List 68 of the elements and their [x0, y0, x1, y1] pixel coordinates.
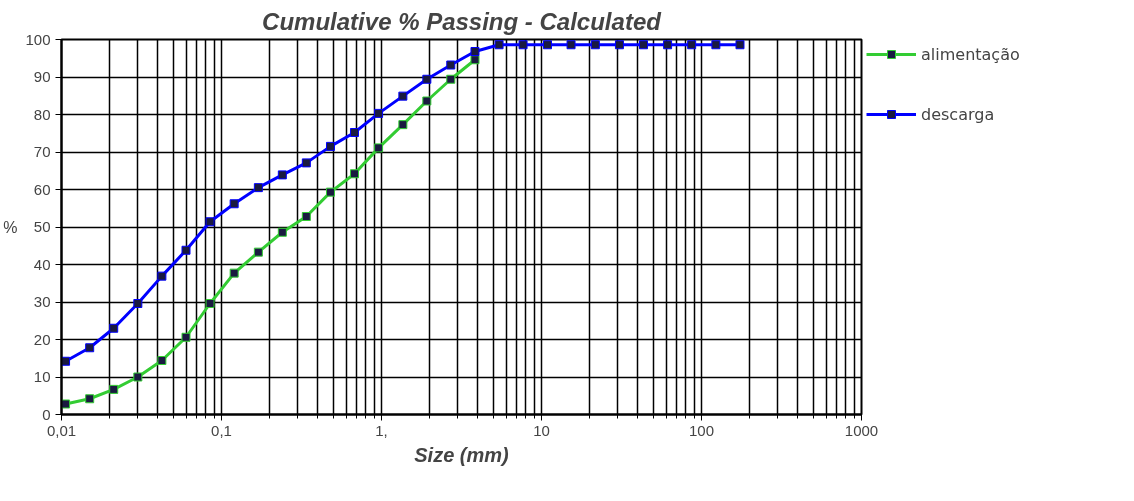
point [301, 212, 311, 221]
point [109, 323, 119, 333]
point [277, 227, 287, 237]
x-tick-label: 10 [533, 421, 550, 439]
point [277, 170, 287, 180]
x-tick-label: 0,01 [46, 421, 77, 439]
y-tick-label: 50 [33, 218, 51, 235]
y-axis-title: % [3, 218, 18, 236]
point [181, 332, 191, 342]
point [85, 394, 95, 404]
point [229, 268, 239, 278]
x-tick-label: 1000 [844, 421, 879, 439]
y-tick-label: 70 [33, 143, 51, 160]
point [229, 199, 239, 209]
point [614, 40, 624, 50]
point [470, 47, 480, 56]
y-tick-label: 100 [25, 30, 51, 48]
point [85, 343, 95, 353]
point [446, 74, 456, 84]
point [205, 299, 215, 308]
point [494, 40, 504, 50]
point [663, 40, 673, 50]
point [133, 372, 143, 382]
point [326, 141, 335, 151]
point [687, 40, 697, 50]
point [711, 40, 721, 50]
x-tick-label: 1, [375, 421, 388, 439]
point [61, 399, 71, 409]
chart-title: Cumulative % Passing - Calculated [262, 7, 663, 35]
x-tick-label: 100 [688, 421, 715, 439]
point [639, 40, 648, 50]
legend-label: descarga [921, 104, 995, 124]
point [422, 96, 432, 106]
y-tick-label: 80 [33, 105, 51, 123]
point [735, 40, 745, 50]
y-tick-label: 0 [42, 405, 51, 423]
point [374, 143, 384, 153]
y-tick-label: 40 [33, 255, 51, 273]
point [398, 120, 408, 130]
point [566, 40, 576, 50]
point [446, 60, 456, 70]
point [109, 384, 119, 394]
point [133, 299, 143, 308]
y-tick-label: 60 [33, 180, 51, 198]
point [326, 187, 335, 197]
point [542, 40, 552, 50]
point [590, 40, 600, 50]
y-tick-label: 10 [33, 368, 51, 385]
point [253, 183, 263, 193]
point [518, 40, 528, 50]
y-tick-label: 90 [33, 68, 51, 85]
point [350, 169, 359, 179]
point [350, 128, 359, 137]
x-axis-title: Size (mm) [414, 443, 510, 466]
point [253, 247, 263, 257]
point [157, 356, 167, 365]
y-tick-label: 20 [33, 330, 51, 348]
x-tick-label: 0,1 [211, 421, 232, 439]
point [181, 245, 191, 255]
point [301, 158, 311, 168]
point [398, 91, 408, 101]
point [470, 55, 480, 65]
point [205, 217, 215, 227]
point [422, 74, 432, 84]
point [157, 271, 167, 281]
legend-label: alimentação [921, 44, 1020, 64]
point [374, 108, 384, 118]
y-tick-label: 30 [33, 293, 51, 310]
